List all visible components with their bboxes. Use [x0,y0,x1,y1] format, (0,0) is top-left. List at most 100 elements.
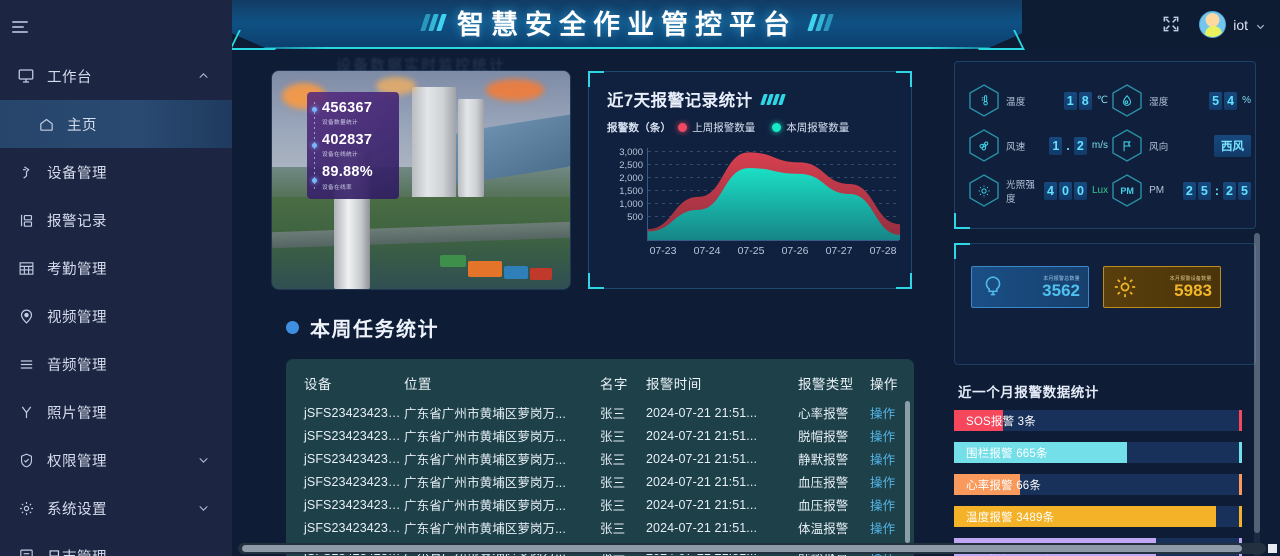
operate-link[interactable]: 操作 [870,407,896,421]
mini-card-value: 5983 [1174,280,1212,300]
corner-decoration [896,71,912,87]
sensor-value: 5 4 % [1209,91,1255,110]
col-name[interactable]: 名字 [600,377,628,392]
alarm-bar-row[interactable]: 心率报警 66条 [954,474,1242,495]
alarm-bar-row[interactable]: SOS报警 3条 [954,410,1242,431]
digit: 5 [1197,181,1211,200]
bar-cap-left [954,442,957,463]
sidebar-group-workbench[interactable]: 工作台 [0,52,232,100]
col-location[interactable]: 位置 [404,377,432,392]
sensor-label: 光照强度 [1006,179,1036,205]
fan-icon [969,129,999,162]
pm-prefix: PM [1149,185,1165,196]
sidebar-item-device[interactable]: 设备管理 [0,148,232,196]
cell-device: jSFS234234233df [304,428,404,443]
cell-time: 2024-07-21 21:51... [646,405,758,420]
device-online-caption: 设备在线统计 [322,152,358,159]
right-column: 温度 1 8 ℃ 湿度 5 [954,61,1262,556]
digit: 0 [1074,181,1087,200]
table-scrollbar[interactable] [905,401,910,551]
sidebar-item-log[interactable]: 日志管理 [0,532,232,556]
sidebar-item-photo[interactable]: 照片管理 [0,388,232,436]
y-tick: 2,000 [619,173,643,184]
cell-location: 广东省广州市黄埔区萝岗万... [404,476,566,490]
legend-item-last-week[interactable]: 上周报警数量 [678,120,755,135]
grid-icon [16,258,36,278]
monthly-alarm-device-card[interactable]: 本月报警设备数量 5983 [1103,266,1221,308]
sidebar-item-label: 主页 [67,117,97,134]
task-table: 设备 位置 名字 报警时间 报警类型 操作 jSFS234234233df 广东省… [286,359,914,556]
user-menu[interactable]: iot [1199,11,1266,38]
operate-link[interactable]: 操作 [870,453,896,467]
plant-photo-card: 456367 设备数量统计 402837 设备在线统计 89.88% 设备在线率 [272,71,570,289]
sidebar-item-label: 照片管理 [47,405,107,422]
right-panel-scrollbar[interactable] [1254,233,1260,556]
device-total-value: 456367 [322,100,373,116]
alarm-bar-row[interactable]: 温度报警 3489条 [954,506,1242,527]
legend-item-this-week[interactable]: 本周报警数量 [772,120,849,135]
pin-icon [16,162,36,182]
mini-card-text: 本月报警总数量 3562 [1040,274,1080,301]
device-rate-caption: 设备在线率 [322,184,352,191]
sidebar-group-label: 工作台 [47,69,92,86]
col-action[interactable]: 操作 [870,377,898,392]
alarm-trend-chart-card: 近7天报警记录统计 报警数（条） 上周报警数量 本周报警数量 [588,71,912,289]
chart-x-axis-line [647,240,899,241]
legend-swatch [772,123,782,132]
monthly-alarm-total-card[interactable]: 本月报警总数量 3562 [971,266,1089,308]
col-alarm-time[interactable]: 报警时间 [646,377,702,392]
photo-truck [468,261,502,277]
cell-device: jSFS234234233df [304,451,404,466]
device-stats-overlay: 456367 设备数量统计 402837 设备在线统计 89.88% 设备在线率 [307,92,399,199]
chart-plot-area [647,148,900,240]
operate-link[interactable]: 操作 [870,430,896,444]
sidebar-item-label: 音频管理 [47,357,107,374]
chevron-down-icon[interactable] [197,454,210,467]
operate-link[interactable]: 操作 [870,522,896,536]
sidebar-item-home[interactable]: 主页 [0,100,232,148]
flag-icon [1112,129,1142,162]
cell-type: 体温报警 [798,522,849,536]
operate-link[interactable]: 操作 [870,499,896,513]
horizontal-scrollbar[interactable] [238,543,1266,554]
sidebar-item-permission[interactable]: 权限管理 [0,436,232,484]
chevron-down-icon[interactable] [197,502,210,515]
operate-link[interactable]: 操作 [870,476,896,490]
bar-cap-left [954,410,957,431]
fullscreen-icon[interactable] [1161,14,1183,36]
sensor-row: 风速 1 . 2 m/s 风向 [969,123,1255,168]
bar-cap-right [1239,442,1242,463]
sidebar-item-audio[interactable]: 音频管理 [0,340,232,388]
sidebar-toggle-icon[interactable] [10,16,36,38]
chevron-down-icon[interactable] [1255,19,1266,30]
cell-name: 张三 [600,453,626,467]
bar-label: 温度报警 3489条 [966,511,1055,524]
corner-decoration [954,243,970,259]
sidebar-item-alarm-record[interactable]: 报警记录 [0,196,232,244]
x-tick: 07-27 [825,245,853,257]
x-tick: 07-28 [869,245,897,257]
sensor-row: 光照强度 4 0 0 Lux PM PM [969,168,1255,213]
sidebar-item-system-settings[interactable]: 系统设置 [0,484,232,532]
col-device[interactable]: 设备 [304,377,332,392]
sidebar-item-video[interactable]: 视频管理 [0,292,232,340]
alarm-bar-row[interactable]: 围栏报警 665条 [954,442,1242,463]
avatar [1199,11,1227,38]
sidebar-item-attendance[interactable]: 考勤管理 [0,244,232,292]
chevron-up-icon[interactable] [197,70,210,83]
alarm-list-icon [16,210,36,230]
sensor-unit: % [1242,95,1251,106]
bar-fill [957,474,1021,495]
header-banner [232,0,1022,49]
col-alarm-type[interactable]: 报警类型 [798,377,854,392]
user-name: iot [1233,16,1248,33]
cell-device: jSFS234234233df [304,497,404,512]
environment-sensor-card: 温度 1 8 ℃ 湿度 5 [954,61,1256,229]
cell-time: 2024-07-21 21:51... [646,428,758,443]
